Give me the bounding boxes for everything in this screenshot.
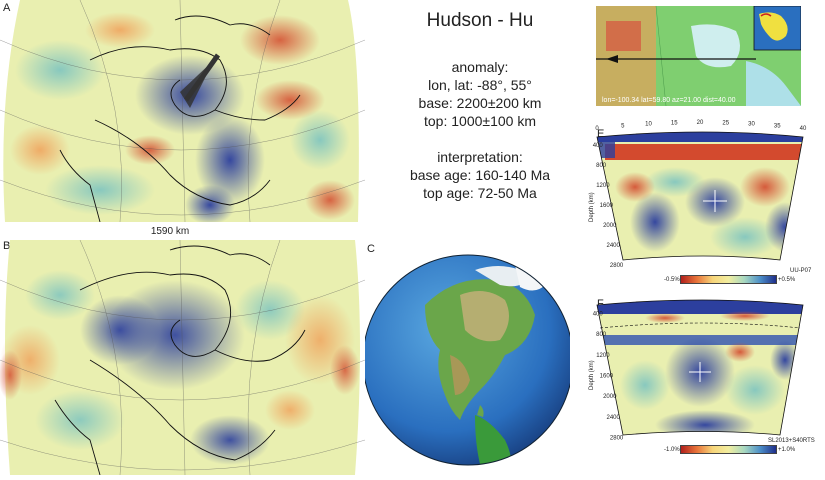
depth-tick-label: 800 xyxy=(596,163,607,169)
profile-location-map: lon=-100.34 lat=59.80 az=21.00 dist=40.0… xyxy=(596,6,801,106)
region-title: Hudson - Hu xyxy=(426,10,534,31)
depth-tick-label: 1600 xyxy=(600,374,614,380)
depth-tick-label: 800 xyxy=(596,332,607,338)
depth-tick-label: 1600 xyxy=(600,203,614,209)
anomaly-base: base: 2200±200 km xyxy=(418,95,542,111)
base-age: base age: 160-140 Ma xyxy=(409,167,551,183)
profile-caption: lon=-100.34 lat=59.80 az=21.00 dist=40.0… xyxy=(602,97,736,104)
top-age: top age: 72-50 Ma xyxy=(423,185,537,201)
colorbar-e-max: +0.5% xyxy=(778,277,796,283)
colorbar-f xyxy=(680,445,777,454)
colorbar-e-min: -0.5% xyxy=(664,277,680,283)
map-scale-label: 1590 km xyxy=(150,226,190,237)
depth-tick-label: 2000 xyxy=(603,394,617,400)
depth-tick-label: 400 xyxy=(593,143,604,149)
anomaly-top: top: 1000±100 km xyxy=(424,113,536,129)
colorbar-f-max: +1.0% xyxy=(778,447,796,453)
globe-image xyxy=(365,254,570,466)
x-tick-label-e: 15 xyxy=(671,120,678,126)
panel-label-f: F xyxy=(597,298,604,310)
colorbar-e xyxy=(680,275,777,284)
tomography-map-b xyxy=(0,240,365,475)
x-tick-label-e: 25 xyxy=(722,120,729,126)
cross-section-e: 0 5 10 15 20 25 30 35 40 400 800 1200 1600 2000 2400 2… xyxy=(589,120,807,269)
depth-tick-label: 400 xyxy=(593,311,604,317)
model-label-e: UU-P07 xyxy=(790,268,812,274)
tomography-map-a xyxy=(0,0,365,222)
x-tick-label-e: 10 xyxy=(645,122,652,128)
colorbar-f-min: -1.0% xyxy=(664,447,680,453)
depth-tick-label: 2000 xyxy=(603,223,617,229)
depth-axis-label-e: Depth (km) xyxy=(589,192,595,222)
depth-tick-label: 2400 xyxy=(606,415,620,421)
interpretation-heading: interpretation: xyxy=(437,149,523,165)
depth-tick-label: 2800 xyxy=(610,263,624,269)
x-tick-label-e: 30 xyxy=(748,122,755,128)
anomaly-lonlat: lon, lat: -88°, 55° xyxy=(428,77,532,93)
x-tick-label-e: 0 xyxy=(595,126,599,132)
depth-axis-label-f: Depth (km) xyxy=(589,360,595,390)
depth-tick-label: 1200 xyxy=(596,353,610,359)
cross-section-f: 400 800 1200 1600 2000 2400 2800 Depth (km) xyxy=(589,299,804,442)
x-tick-label-e: 35 xyxy=(774,123,781,129)
x-tick-label-e: 5 xyxy=(621,123,625,129)
x-tick-label-e: 20 xyxy=(697,120,704,126)
depth-tick-label: 1200 xyxy=(596,183,610,189)
depth-tick-label: 2800 xyxy=(610,436,624,442)
panel-label-b: B xyxy=(3,240,11,252)
panel-label-c: C xyxy=(367,243,375,255)
model-label-f: SL2013+S40RTS xyxy=(768,438,815,444)
panel-label-a: A xyxy=(3,2,11,14)
depth-tick-label: 2400 xyxy=(606,243,620,249)
anomaly-heading: anomaly: xyxy=(451,59,509,75)
x-tick-label-e: 40 xyxy=(800,126,807,132)
panel-label-e: E xyxy=(597,128,605,140)
